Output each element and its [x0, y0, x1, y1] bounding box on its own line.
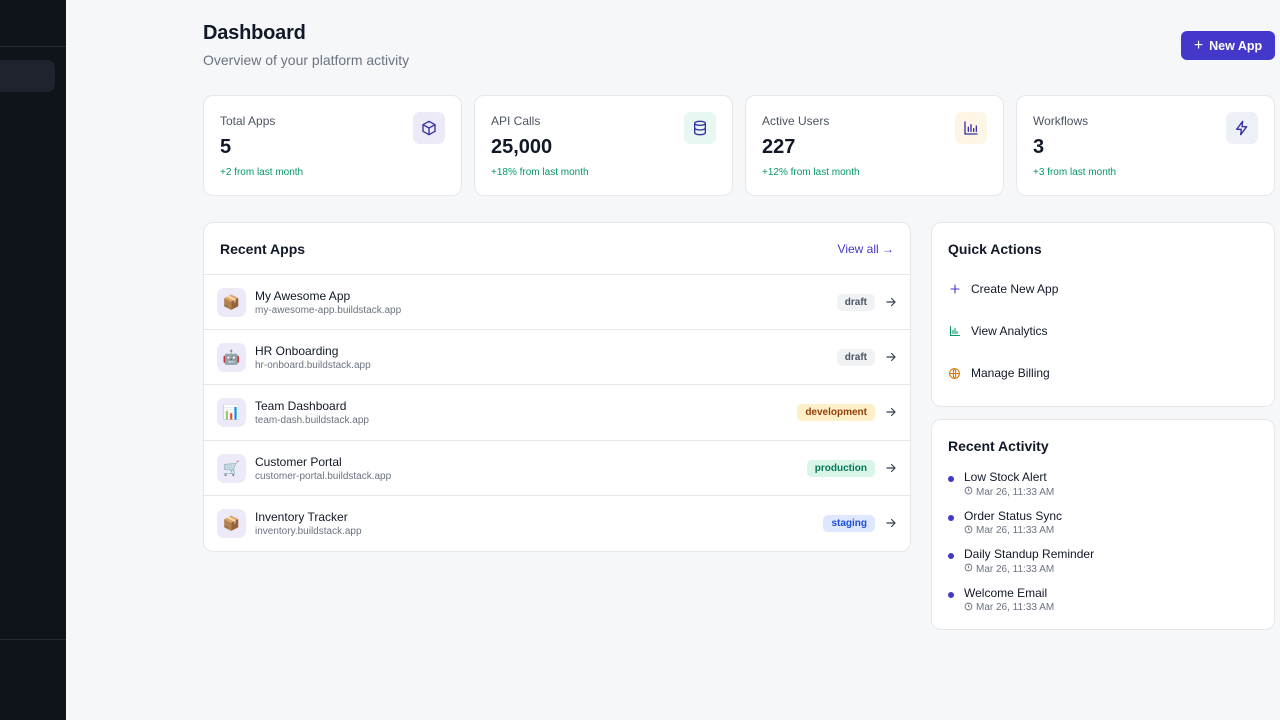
recent-apps-panel: Recent Apps View all → 📦 My Awesome App my… [203, 222, 911, 552]
stat-change: +12% from last month [762, 167, 860, 178]
stat-value: 5 [220, 136, 232, 158]
box-icon [413, 112, 445, 144]
recent-apps-title: Recent Apps [220, 241, 306, 257]
activity-time: Mar 26, 11:33 AM [964, 602, 1054, 614]
activity-name: Welcome Email [964, 585, 1048, 600]
stat-value: 25,000 [491, 136, 553, 158]
sidebar-divider [0, 46, 66, 47]
manage-billing-action[interactable]: Manage Billing [948, 363, 1050, 383]
stat-label: API Calls [491, 114, 541, 128]
sidebar [0, 0, 66, 720]
app-name: Team Dashboard [255, 399, 347, 414]
arrow-right-icon[interactable] [884, 350, 898, 364]
stat-card-api-calls: API Calls 25,000 +18% from last month [474, 95, 733, 196]
activity-time-text: Mar 26, 11:33 AM [976, 563, 1055, 575]
view-analytics-action[interactable]: View Analytics [948, 321, 1047, 341]
globe-icon [948, 367, 961, 380]
app-url: customer-portal.buildstack.app [255, 470, 392, 482]
app-icon: 🛒 [217, 453, 246, 483]
quick-actions-title: Quick Actions [948, 241, 1042, 257]
view-all-link[interactable]: View all → [837, 242, 894, 256]
stat-card-active-users: Active Users 227 +12% from last month [745, 95, 1004, 196]
stat-change: +3 from last month [1033, 167, 1117, 178]
new-app-button[interactable]: + New App [1181, 31, 1275, 60]
status-badge: draft [836, 294, 875, 311]
stat-card-workflows: Workflows 3 +3 from last month [1016, 95, 1275, 196]
stat-label: Total Apps [220, 114, 276, 128]
status-badge: draft [836, 349, 875, 367]
activity-time-text: Mar 26, 11:33 AM [976, 602, 1055, 613]
database-icon [684, 112, 716, 144]
activity-dot [948, 476, 954, 482]
arrow-right-icon[interactable] [884, 516, 898, 530]
arrow-right-icon[interactable] [884, 295, 898, 309]
clock-icon [964, 563, 973, 575]
activity-time-text: Mar 26, 11:33 AM [976, 486, 1055, 498]
activity-time: Mar 26, 11:33 AM [964, 486, 1054, 498]
plus-icon: + [1193, 36, 1204, 54]
activity-time-text: Mar 26, 11:33 AM [976, 525, 1055, 536]
stat-change: +2 from last month [220, 167, 304, 178]
status-badge: production [806, 459, 875, 477]
bar-chart-icon [955, 112, 987, 144]
activity-name: Low Stock Alert [964, 470, 1047, 484]
activity-dot [948, 591, 954, 598]
app-row[interactable]: 📦 My Awesome App my-awesome-app.buildstack… [204, 275, 910, 331]
activity-time: Mar 26, 11:33 AM [964, 525, 1054, 537]
sidebar-item-active[interactable] [0, 60, 55, 92]
create-new-app-action[interactable]: Create New App [948, 279, 1058, 299]
app-url: inventory.buildstack.app [255, 525, 362, 537]
app-url: team-dash.buildstack.app [255, 415, 369, 427]
quick-actions-panel: Quick Actions Create New App View Analyt… [931, 222, 1275, 407]
app-url: hr-onboard.buildstack.app [255, 360, 371, 372]
app-row[interactable]: 🤖 HR Onboarding hr-onboard.buildstack.app d… [204, 330, 910, 386]
stat-card-total-apps: Total Apps 5 +2 from last month [203, 95, 462, 196]
page-subtitle: Overview of your platform activity [203, 52, 410, 68]
stat-change: +18% from last month [491, 167, 589, 178]
status-badge: staging [823, 514, 875, 532]
app-icon: 📦 [217, 288, 246, 317]
plus-icon [948, 283, 961, 296]
stat-label: Workflows [1033, 114, 1089, 128]
arrow-right-icon[interactable] [884, 405, 898, 419]
sidebar-divider [0, 639, 66, 640]
app-name: HR Onboarding [255, 344, 339, 359]
arrow-right-icon[interactable] [884, 461, 898, 475]
stat-label: Active Users [762, 114, 830, 128]
app-row[interactable]: 🛒 Customer Portal customer-portal.buildsta… [204, 441, 910, 496]
recent-activity-panel: Recent Activity Low Stock Alert Mar 26, 1… [931, 419, 1275, 630]
bar-chart-icon [948, 325, 961, 338]
activity-dot [948, 553, 954, 559]
action-label: Manage Billing [971, 366, 1050, 380]
recent-activity-title: Recent Activity [948, 438, 1049, 454]
status-badge: development [797, 404, 875, 422]
stat-value: 3 [1033, 136, 1045, 158]
clock-icon [964, 486, 973, 498]
new-app-button-label: New App [1209, 38, 1263, 53]
app-row[interactable]: 📦 Inventory Tracker inventory.buildstack.a… [204, 496, 910, 551]
activity-name: Order Status Sync [964, 508, 1063, 523]
app-name: My Awesome App [255, 289, 351, 303]
app-icon: 🤖 [217, 343, 246, 373]
recent-apps-header: Recent Apps View all → [204, 223, 910, 275]
app-name: Inventory Tracker [255, 509, 348, 524]
activity-dot [948, 514, 954, 521]
app-icon: 📊 [217, 398, 246, 428]
app-url: my-awesome-app.buildstack.app [255, 305, 402, 316]
activity-time: Mar 26, 11:33 AM [964, 563, 1054, 575]
clock-icon [964, 602, 973, 614]
action-label: Create New App [971, 282, 1059, 296]
zap-icon [1226, 112, 1258, 144]
app-icon: 📦 [217, 508, 246, 538]
activity-name: Daily Standup Reminder [964, 547, 1095, 561]
page-title: Dashboard [203, 22, 306, 44]
app-name: Customer Portal [255, 454, 342, 469]
stat-value: 227 [762, 136, 796, 158]
clock-icon [964, 525, 973, 537]
app-row[interactable]: 📊 Team Dashboard team-dash.buildstack.app d… [204, 385, 910, 441]
action-label: View Analytics [971, 324, 1048, 338]
